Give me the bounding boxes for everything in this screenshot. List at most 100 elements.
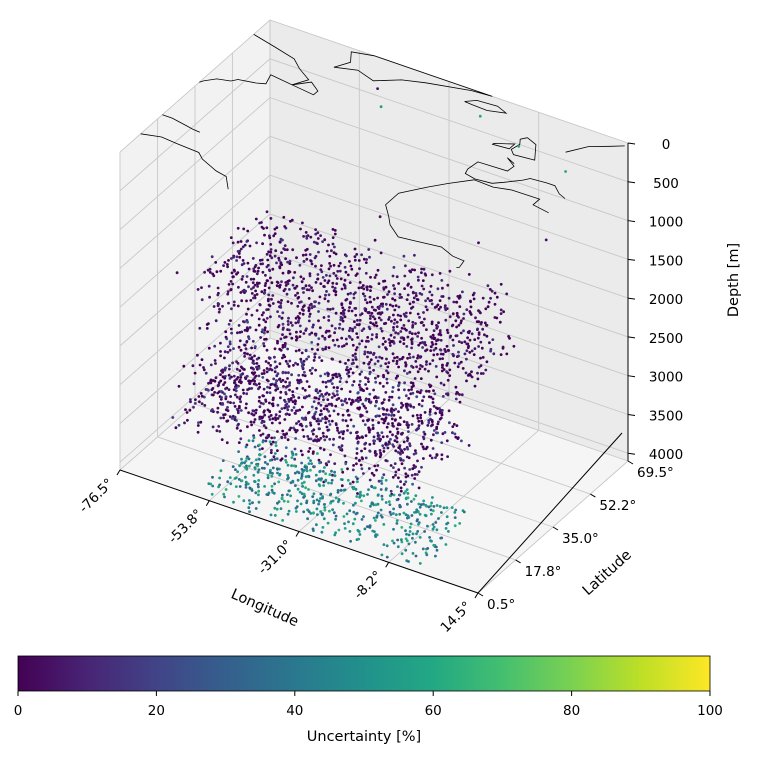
data-point	[314, 232, 318, 236]
data-point	[226, 406, 229, 409]
data-point	[392, 466, 395, 469]
data-point	[447, 530, 450, 533]
data-point	[356, 391, 360, 395]
data-point	[203, 395, 206, 399]
z-tick-label: 1500	[649, 253, 683, 269]
data-point	[347, 358, 350, 362]
data-point	[386, 422, 390, 425]
data-point	[323, 466, 326, 469]
data-point	[267, 286, 271, 290]
data-point	[247, 285, 250, 289]
data-point	[373, 439, 377, 443]
data-point	[239, 437, 243, 441]
data-point	[293, 457, 297, 461]
data-point	[262, 410, 266, 414]
data-point	[223, 495, 226, 499]
data-point	[402, 440, 406, 444]
data-point	[287, 364, 291, 368]
data-point	[248, 382, 251, 385]
data-point	[386, 371, 390, 375]
data-point	[171, 416, 175, 419]
data-point	[448, 269, 452, 273]
data-point	[225, 263, 229, 266]
data-point	[257, 479, 261, 482]
data-point	[426, 297, 430, 300]
data-point	[485, 323, 488, 327]
data-point	[415, 519, 419, 523]
data-point	[386, 293, 389, 296]
data-point	[373, 362, 377, 366]
data-point	[275, 261, 278, 265]
data-point	[464, 371, 468, 375]
data-point	[271, 398, 275, 401]
data-point	[262, 342, 265, 345]
data-point	[292, 395, 296, 399]
data-point	[428, 299, 432, 303]
data-point	[328, 423, 332, 426]
data-point	[228, 342, 232, 346]
data-point	[403, 381, 406, 385]
data-point	[286, 500, 290, 503]
data-point	[372, 435, 376, 439]
data-point	[290, 464, 293, 468]
data-point	[197, 421, 200, 424]
data-point	[193, 371, 197, 375]
data-point	[349, 264, 353, 268]
data-point	[232, 347, 235, 350]
data-point	[378, 304, 382, 308]
data-point	[354, 475, 358, 479]
data-point	[341, 319, 345, 323]
data-point	[296, 470, 299, 474]
data-point	[437, 307, 441, 311]
data-point	[390, 410, 394, 414]
data-point	[437, 338, 440, 342]
data-point	[470, 370, 473, 374]
data-point	[364, 434, 368, 438]
data-point	[400, 326, 404, 330]
data-point	[233, 415, 237, 419]
data-point	[395, 440, 399, 444]
data-point	[312, 501, 316, 505]
data-point	[430, 456, 434, 460]
data-point	[419, 413, 423, 417]
data-point	[448, 374, 452, 377]
data-point	[266, 473, 270, 477]
data-point	[269, 414, 273, 417]
data-point	[348, 530, 352, 533]
data-point	[273, 457, 277, 461]
data-point	[408, 331, 412, 335]
data-point	[323, 438, 327, 442]
data-point	[246, 388, 250, 392]
data-point	[369, 358, 373, 362]
data-point	[245, 466, 249, 470]
data-point	[416, 335, 419, 338]
data-point	[248, 486, 252, 490]
data-point	[331, 443, 335, 447]
data-point	[341, 432, 345, 436]
data-point	[351, 522, 355, 526]
data-point	[260, 372, 264, 375]
data-point	[348, 390, 352, 393]
data-point	[220, 389, 223, 393]
data-point	[286, 260, 289, 264]
data-point	[311, 289, 314, 293]
data-point	[248, 464, 251, 468]
data-point	[374, 273, 378, 277]
data-point	[370, 311, 374, 315]
scatter-points	[171, 87, 567, 565]
data-point	[361, 436, 365, 439]
data-point	[417, 278, 420, 282]
data-point	[384, 459, 388, 462]
data-point	[421, 279, 425, 282]
data-point	[404, 490, 407, 493]
data-point	[444, 350, 447, 353]
data-point	[296, 291, 299, 295]
data-point	[284, 380, 287, 384]
data-point	[262, 424, 266, 427]
data-point	[279, 337, 283, 341]
data-point	[317, 397, 321, 401]
data-point	[343, 488, 347, 492]
data-point	[353, 517, 357, 521]
data-point	[392, 424, 395, 428]
data-point	[289, 481, 293, 485]
